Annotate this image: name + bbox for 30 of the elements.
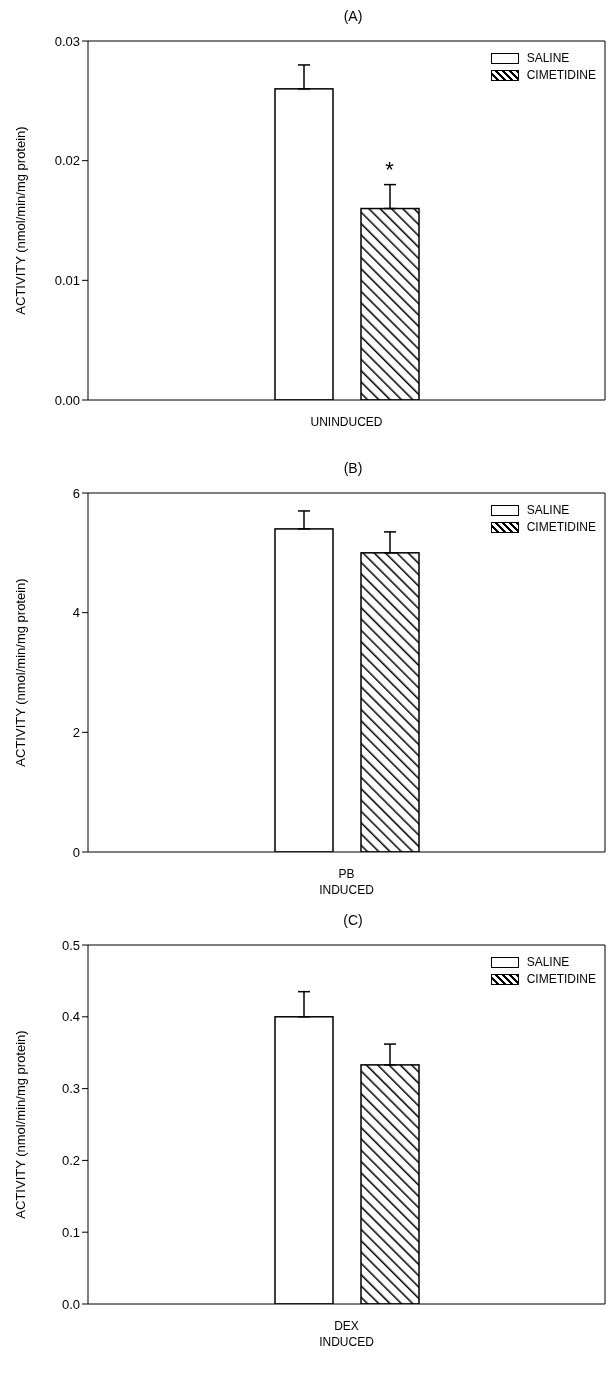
- text: CIMETIDINE: [526, 67, 596, 84]
- y-tick-label: 2: [72, 724, 80, 740]
- y-tick-label: 6: [72, 485, 80, 501]
- text: CIMETIDINE: [526, 519, 596, 536]
- chart-title: (C): [342, 912, 364, 930]
- y-tick-label: 0.1: [61, 1224, 80, 1240]
- y-tick-label: 0.4: [61, 1009, 80, 1025]
- text: SALINE: [526, 954, 570, 971]
- text: SALINE: [526, 50, 570, 67]
- y-tick-label: 0.0: [61, 1296, 80, 1312]
- annotation: *: [385, 156, 395, 182]
- y-tick-label: 4: [72, 605, 80, 621]
- x-tick-label: UNINDUCED: [310, 415, 383, 429]
- chart-title: (B): [342, 460, 364, 478]
- y-axis-title: ACTIVITY (nmol/min/mg protein): [12, 126, 28, 315]
- x-tick-label: PB INDUCED: [319, 867, 375, 897]
- text: SALINE: [526, 502, 570, 519]
- x-tick-label: DEX INDUCED: [319, 1319, 375, 1349]
- y-tick-label: 0.3: [61, 1081, 80, 1097]
- y-tick-label: 0.00: [54, 392, 80, 408]
- y-tick-label: 0.01: [54, 272, 80, 288]
- chart-title: (A): [342, 8, 364, 26]
- y-tick-label: 0: [72, 844, 80, 860]
- y-tick-label: 0.03: [54, 33, 80, 49]
- y-axis-title: ACTIVITY (nmol/min/mg protein): [12, 578, 28, 767]
- y-tick-label: 0.02: [54, 153, 80, 169]
- y-tick-label: 0.5: [61, 937, 80, 953]
- y-tick-label: 0.2: [61, 1153, 80, 1169]
- y-axis-title: ACTIVITY (nmol/min/mg protein): [12, 1030, 28, 1219]
- text: CIMETIDINE: [526, 971, 596, 988]
